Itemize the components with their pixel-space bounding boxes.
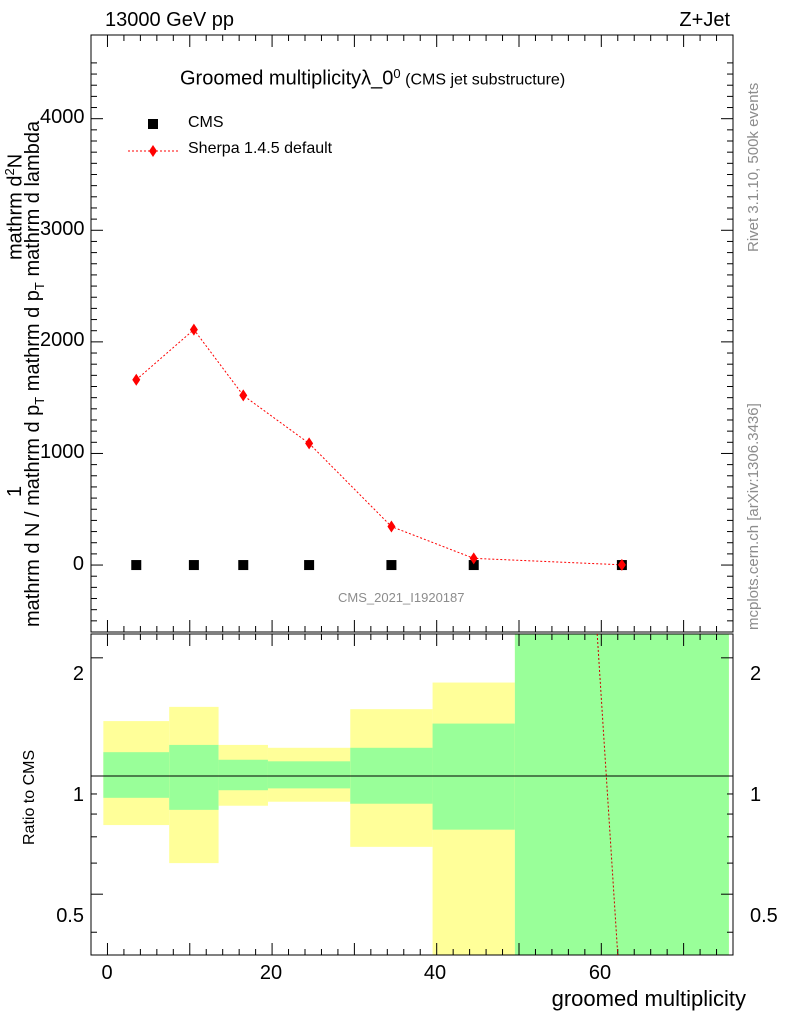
main-ytick-0: 0 [72, 553, 84, 575]
xtick-60: 60 [588, 962, 612, 984]
legend-label-cms: CMS [188, 114, 224, 131]
ratio-green-band-0 [103, 752, 170, 798]
title-sub: (CMS jet substructure) [405, 71, 566, 89]
ratio-green-band-3 [267, 761, 351, 789]
cms-point [304, 560, 315, 571]
main-ytick-4000: 4000 [40, 106, 85, 128]
process-label: Z+Jet [679, 9, 730, 31]
cms-point [386, 560, 397, 571]
legend-marker-cms [148, 119, 158, 129]
ratio-green-band-6 [514, 634, 729, 955]
energy-label: 13000 GeV pp [105, 9, 234, 31]
ratio-green-band-5 [432, 723, 515, 830]
xtick-0: 0 [101, 962, 113, 984]
legend-marker-sherpa [149, 145, 157, 157]
ratio-ytick-2: 2 [72, 663, 84, 685]
sherpa-ratio-line [596, 633, 619, 956]
sherpa-main-line [135, 328, 622, 566]
cms-point [468, 560, 479, 571]
ratio-ytick-0.5: 0.5 [56, 905, 84, 927]
title-sup: 0 [393, 66, 401, 81]
xlabel: groomed multiplicity [551, 986, 746, 1011]
ratio-ylabel: Ratio to CMS [21, 749, 38, 845]
xtick-40: 40 [423, 962, 447, 984]
sherpa-data-points [132, 323, 626, 571]
cms-point [238, 560, 249, 571]
mcplots-label: mcplots.cern.ch [arXiv:1306.3436] [745, 403, 762, 630]
ratio-ytick-1: 1 [72, 784, 84, 806]
legend-label-sherpa: Sherpa 1.4.5 default [188, 140, 333, 157]
ratio-ytick-right-1: 1 [750, 784, 762, 806]
ratio-green-band-2 [218, 759, 268, 791]
sherpa-point [305, 437, 314, 450]
xtick-20: 20 [259, 962, 283, 984]
ratio-ytick-right-0.5: 0.5 [750, 905, 778, 927]
main-ytick-2000: 2000 [40, 329, 85, 351]
sherpa-point [239, 389, 248, 402]
sherpa-point [132, 373, 141, 386]
sherpa-point [469, 552, 478, 565]
ylabel-denominator: mathrm d N / mathrm d pT mathrm d pT mat… [22, 120, 47, 627]
chart-title: Groomed multiplicityλ_00 (CMS jet substr… [180, 66, 565, 90]
main-frame-border [90, 34, 734, 633]
ratio-plot-frame [90, 633, 734, 956]
main-ytick-1000: 1000 [40, 441, 85, 463]
rivet-version-label: Rivet 3.1.10, 500k events [745, 82, 762, 252]
main-ytick-3000: 3000 [40, 218, 85, 240]
ratio-frame-border [90, 633, 734, 956]
ratio-green-band-1 [169, 744, 219, 810]
cms-point [131, 560, 142, 571]
sherpa-point [387, 520, 396, 533]
main-plot-frame [90, 34, 734, 633]
sherpa-point [617, 558, 626, 571]
sherpa-point [189, 323, 198, 336]
title-main: Groomed multiplicityλ_0 [180, 67, 394, 90]
analysis-watermark: CMS_2021_I1920187 [338, 590, 465, 605]
legend-markers [128, 119, 178, 157]
ratio-ytick-right-2: 2 [750, 663, 762, 685]
ratio-uncertainty-bands [103, 634, 729, 955]
cms-point [188, 560, 199, 571]
